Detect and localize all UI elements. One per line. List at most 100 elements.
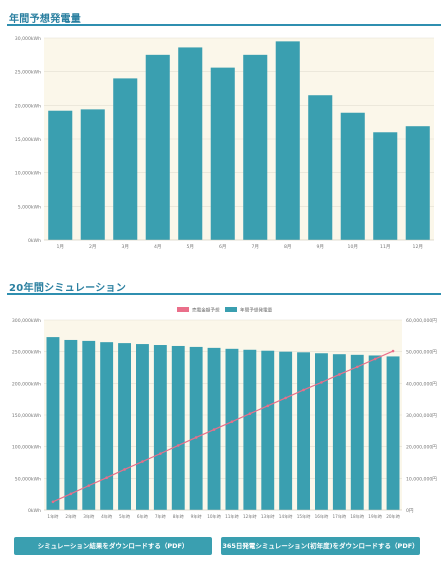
x-tick-label: 1月 (56, 244, 64, 250)
x-tick-label: 15年時 (297, 513, 312, 520)
x-tick-label: 9月 (316, 244, 324, 250)
bar (118, 343, 131, 510)
bar (279, 351, 293, 510)
bar (405, 126, 430, 240)
line-point (338, 373, 341, 376)
annual-generation-chart: 0kWh 5,000kWh 10,000kWh 15,000kWh 20,000kWh 2… (15, 36, 434, 250)
x-tick-label: 10年時 (207, 513, 222, 520)
y-right-tick-label: 30,000,000円 (406, 413, 437, 419)
line-point (355, 365, 359, 369)
bar (48, 110, 73, 240)
bar (153, 345, 167, 510)
y-tick-label: 10,000kWh (15, 171, 41, 177)
x-tick-label: 6月 (219, 244, 227, 250)
x-tick-label: 8年時 (173, 513, 185, 520)
bar (315, 353, 328, 510)
line-point (248, 412, 252, 416)
y-left-tick-label: 200,000kWh (12, 381, 41, 387)
x-tick-label: 19年時 (368, 513, 383, 520)
bar (373, 132, 398, 240)
y-tick-label: 30,000kWh (15, 36, 41, 42)
twenty-year-simulation-chart: 売電金額予想 年間予想発電量 0kWh 0円 50,000kWh 10,000,000円 1… (12, 307, 437, 521)
y-right-tick-label: 60,000,000円 (406, 318, 437, 324)
y-right-tick-label: 20,000,000円 (406, 445, 437, 451)
x-tick-label: 7月 (251, 244, 259, 250)
line-point (391, 349, 395, 353)
bar (368, 355, 382, 510)
y-left-tick-label: 150,000kWh (12, 413, 41, 419)
line-point (212, 428, 216, 431)
bar (145, 54, 170, 241)
x-tick-label: 6年時 (137, 513, 149, 520)
bar (136, 344, 149, 510)
y-left-tick-label: 100,000kWh (12, 445, 41, 451)
bar (82, 340, 96, 510)
y-tick-label: 20,000kWh (15, 103, 41, 109)
y-left-tick-label: 300,000kWh (12, 318, 41, 324)
bar (261, 350, 275, 510)
line-point (176, 444, 180, 447)
bar (340, 112, 365, 240)
x-tick-label: 20年時 (386, 513, 401, 520)
y-left-tick-label: 250,000kWh (12, 350, 41, 356)
y-tick-label: 25,000kWh (15, 70, 41, 76)
line-point (159, 452, 162, 455)
x-tick-label: 12年時 (243, 513, 258, 520)
bar (46, 337, 60, 510)
x-tick-label: 13年時 (261, 513, 276, 520)
x-tick-label: 11月 (380, 244, 390, 250)
bar (297, 352, 310, 510)
line-point (51, 500, 55, 504)
bar (350, 354, 364, 510)
bar (64, 339, 78, 510)
line-point (302, 388, 305, 392)
y-tick-label: 15,000kWh (15, 137, 41, 143)
x-tick-label: 14年時 (279, 513, 294, 520)
line-point (69, 492, 73, 496)
twenty-year-chart-title: 20年間シミュレーション (9, 283, 127, 294)
bar (210, 67, 235, 240)
x-tick-label: 3月 (121, 244, 129, 250)
x-tick-label: 10月 (348, 244, 358, 250)
line-point (123, 468, 126, 471)
line-point (230, 420, 234, 423)
x-tick-label: 4年時 (101, 513, 113, 520)
bar (308, 95, 333, 240)
x-tick-label: 16年時 (315, 513, 330, 520)
download-365-day-simulation-button[interactable]: 365日発電シミュレーション(初年度)をダウンロードする（PDF） (221, 537, 420, 555)
bar (243, 54, 268, 241)
line-point (141, 460, 144, 463)
y-right-tick-label: 10,000,000円 (406, 476, 437, 482)
bar (332, 354, 346, 510)
bar (171, 345, 185, 510)
line-point (266, 404, 270, 408)
x-tick-label: 2月 (89, 244, 97, 250)
bar (189, 346, 203, 510)
x-tick-label: 9年時 (191, 513, 203, 520)
line-point (320, 381, 323, 384)
bar (80, 109, 105, 240)
legend-label: 年間予想発電量 (240, 307, 273, 314)
y-right-tick-label: 0円 (406, 508, 414, 514)
y-right-tick-label: 50,000,000円 (406, 350, 437, 356)
annual-title-rule (7, 24, 441, 26)
x-tick-label: 12月 (413, 244, 423, 250)
bar (225, 348, 239, 510)
x-tick-label: 1年時 (47, 513, 59, 520)
line-point (105, 476, 108, 480)
bar (386, 356, 400, 510)
y-left-tick-label: 50,000kWh (15, 476, 41, 482)
y-tick-label: 0kWh (28, 238, 41, 244)
bar (178, 47, 203, 240)
x-tick-label: 3年時 (83, 513, 95, 520)
line-point (373, 357, 377, 361)
x-tick-label: 4月 (154, 244, 162, 250)
x-tick-label: 2年時 (65, 513, 77, 520)
download-simulation-result-button[interactable]: シミュレーション結果をダウンロードする（PDF） (14, 537, 212, 555)
legend-swatch-bar (225, 307, 237, 312)
legend-swatch-line (177, 307, 189, 312)
legend-label: 売電金額予想 (192, 307, 220, 314)
x-tick-label: 11年時 (225, 513, 240, 520)
twenty-year-title-rule (7, 293, 441, 295)
bar (243, 349, 257, 510)
